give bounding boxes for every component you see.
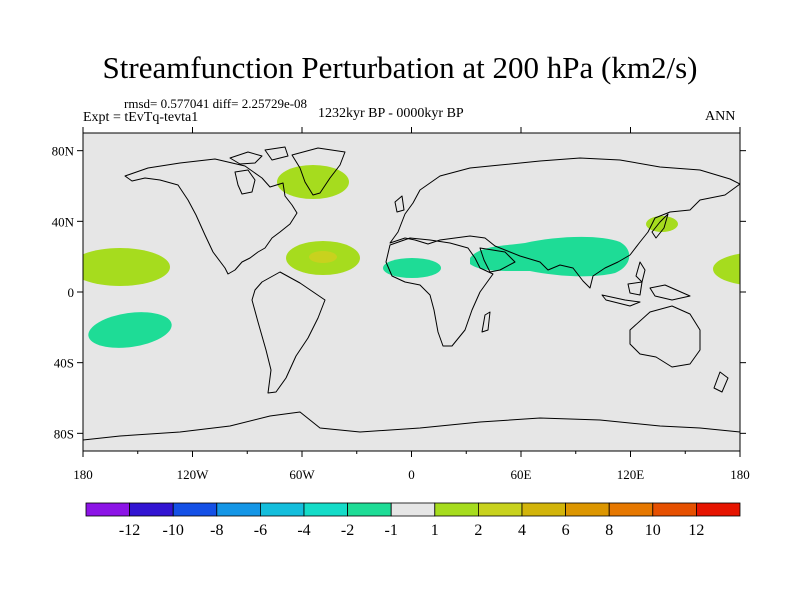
lon-tick-label: 180	[73, 467, 93, 482]
colorbar-swatch	[434, 502, 479, 517]
colorbar-swatch	[259, 502, 305, 517]
coastline-arabia	[479, 247, 516, 273]
lon-tick-label: 180	[730, 467, 750, 482]
coastline-australia	[629, 305, 701, 368]
lat-tick-label: 80N	[52, 144, 75, 159]
colorbar-swatch	[85, 502, 130, 517]
coastline-africa	[385, 237, 494, 347]
coastline-japan	[651, 213, 669, 239]
lat-tick-label: 40N	[52, 214, 75, 229]
coastline-hudson-bay	[234, 169, 256, 195]
coastlines	[83, 146, 740, 441]
colorbar-label: -1	[385, 522, 398, 539]
coastline-antarctica	[83, 411, 740, 441]
lon-tick-label: 120W	[177, 467, 210, 482]
anomaly-south-pacific-negative	[88, 312, 172, 348]
colorbar-swatch	[129, 502, 174, 517]
lat-tick-label: 0	[68, 285, 75, 300]
coastline-new-zealand	[713, 371, 729, 393]
colorbar-label: -4	[297, 522, 310, 539]
colorbar-label: -10	[163, 522, 184, 539]
colorbar-label: 1	[431, 522, 439, 539]
colorbar-swatch	[696, 502, 741, 517]
anomaly-japan-positive	[646, 216, 678, 232]
colorbar-label: 8	[605, 522, 613, 539]
tick-labels: 180 120W 60W 0 60E 120E 180 80N 40N 0 40S 80S	[52, 144, 750, 482]
anomaly-asia-monsoon-negative	[470, 236, 630, 277]
colorbar-swatch	[608, 502, 654, 517]
experiment-label: Expt = tEvTq-tevta1	[83, 110, 199, 125]
lon-tick-label: 60W	[289, 467, 315, 482]
colorbar: -12 -10 -8 -6 -4 -2 -1 1 2 4 6 8 10 12	[85, 502, 741, 539]
coastline-indonesia	[601, 281, 691, 307]
colorbar-label: 4	[518, 522, 526, 539]
colorbar-label: 2	[474, 522, 482, 539]
season-label: ANN	[705, 109, 736, 124]
coastline-arctic-islands	[229, 146, 289, 165]
map-background	[83, 133, 740, 451]
lon-tick-label: 120E	[617, 467, 645, 482]
colorbar-label: 10	[645, 522, 661, 539]
colorbar-swatch	[521, 502, 566, 517]
colorbar-swatch	[172, 502, 218, 517]
coastline-north-america	[124, 158, 298, 275]
colorbar-label: 12	[688, 522, 704, 539]
period-label: 1232kyr BP - 0000kyr BP	[318, 106, 464, 121]
colorbar-label: -6	[254, 522, 267, 539]
anomaly-east-pacific-positive	[713, 253, 740, 285]
coastline-eurasia	[389, 157, 740, 289]
coastline-british-isles	[394, 195, 405, 213]
colorbar-swatch	[303, 502, 348, 517]
colorbar-label: -12	[119, 522, 140, 539]
colorbar-swatch	[652, 502, 697, 517]
colorbar-label: -8	[210, 522, 223, 539]
coastline-madagascar	[481, 311, 491, 333]
lat-tick-label: 80S	[54, 426, 74, 441]
lon-tick-label: 60E	[511, 467, 532, 482]
anomaly-north-pacific-positive	[83, 248, 170, 286]
anomaly-layer	[83, 165, 740, 348]
anomaly-west-africa-negative	[383, 258, 441, 278]
colorbar-swatch	[216, 502, 261, 517]
lat-tick-label: 40S	[54, 356, 74, 371]
colorbar-swatch	[565, 502, 610, 517]
stats-line: rmsd= 0.577041 diff= 2.25729e-08	[124, 96, 308, 111]
colorbar-swatch	[390, 502, 436, 517]
colorbar-swatch	[477, 502, 523, 517]
colorbar-label: 6	[562, 522, 570, 539]
coastline-philippines	[635, 261, 646, 283]
plot-title: Streamfunction Perturbation at 200 hPa (…	[102, 50, 698, 85]
coastline-greenland	[291, 147, 346, 196]
lon-tick-label: 0	[408, 467, 415, 482]
coastline-south-america	[251, 271, 326, 394]
axis-ticks	[77, 127, 746, 457]
anomaly-north-atlantic-core	[309, 251, 337, 263]
colorbar-label: -2	[341, 522, 354, 539]
colorbar-swatch	[347, 502, 392, 517]
anomaly-greenland-positive	[277, 165, 349, 199]
